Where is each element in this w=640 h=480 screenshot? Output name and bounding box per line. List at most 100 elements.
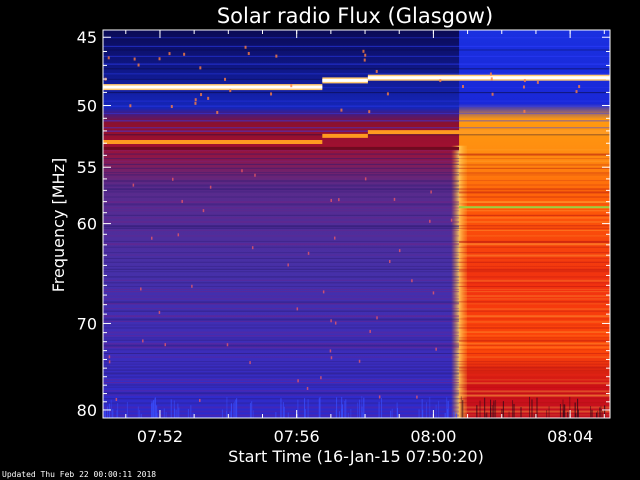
y-tick-label: 45 xyxy=(77,28,97,47)
band-stripe xyxy=(459,379,610,381)
band-stripe xyxy=(459,184,610,186)
band-stripe xyxy=(459,203,610,205)
chart-title: Solar radio Flux (Glasgow) xyxy=(217,4,493,28)
noise-spike xyxy=(390,410,392,418)
band-stripe xyxy=(103,324,460,326)
band-stripe xyxy=(459,240,610,243)
band-stripe xyxy=(459,276,610,278)
band-stripe xyxy=(103,229,460,231)
speckle xyxy=(129,104,132,108)
noise-spike xyxy=(486,412,488,418)
noise-spike xyxy=(233,401,235,418)
band-stripe xyxy=(103,127,610,129)
speckle xyxy=(270,92,273,96)
noise-spike xyxy=(152,400,154,418)
noise-spike xyxy=(275,412,277,418)
noise-spike xyxy=(513,403,515,418)
noise-spike xyxy=(491,405,493,418)
speckle xyxy=(306,386,309,390)
band-stripe xyxy=(103,227,460,229)
band-stripe xyxy=(459,331,610,333)
speckle xyxy=(297,379,299,383)
speckle xyxy=(226,343,229,347)
noise-spike xyxy=(484,397,486,418)
band-stripe xyxy=(103,261,460,263)
band-stripe xyxy=(103,73,610,75)
speckle xyxy=(330,356,333,360)
speckle xyxy=(578,85,581,89)
noise-spike xyxy=(304,398,306,418)
band-stripe xyxy=(103,337,460,339)
speckle xyxy=(172,177,174,181)
band-stripe xyxy=(103,268,460,270)
band-stripe xyxy=(459,288,610,290)
speckle xyxy=(523,109,526,113)
speckle xyxy=(491,92,494,96)
band-stripe xyxy=(103,243,460,246)
bright-lane-core xyxy=(367,76,610,80)
band-stripe xyxy=(103,254,460,256)
speckle xyxy=(358,359,361,363)
band-stripe xyxy=(459,308,610,311)
noise-spike xyxy=(508,411,510,418)
speckle xyxy=(199,398,201,402)
speckle xyxy=(216,110,219,114)
band-stripe xyxy=(103,207,460,209)
band-stripe xyxy=(103,394,460,396)
noise-spike xyxy=(575,413,577,418)
speckle xyxy=(170,105,173,109)
y-tick-label: 55 xyxy=(77,158,97,177)
band-stripe xyxy=(103,384,460,386)
speckle xyxy=(151,236,153,240)
speckle xyxy=(194,98,197,102)
x-axis-label: Start Time (16-Jan-15 07:50:20) xyxy=(228,447,484,466)
band-stripe xyxy=(459,158,610,160)
band-stripe xyxy=(459,386,610,388)
band-stripe xyxy=(459,225,610,227)
noise-spike xyxy=(396,407,398,418)
noise-spike xyxy=(341,397,343,418)
speckle xyxy=(430,190,432,194)
speckle xyxy=(340,108,343,112)
band-stripe xyxy=(459,295,610,297)
band-stripe xyxy=(459,188,610,191)
noise-spike xyxy=(225,411,227,418)
x-tick-label: 07:56 xyxy=(274,427,320,446)
noise-spike xyxy=(341,408,343,418)
band-stripe xyxy=(103,160,460,162)
noise-spike xyxy=(221,409,223,418)
speckle xyxy=(398,249,401,253)
speckle xyxy=(386,92,389,96)
speckle xyxy=(429,219,431,223)
speckle xyxy=(522,85,525,89)
noise-spike xyxy=(139,410,141,418)
noise-spike xyxy=(563,410,565,418)
noise-spike xyxy=(536,397,538,418)
noise-spike xyxy=(546,410,548,418)
band-stripe xyxy=(103,344,460,347)
speckle xyxy=(108,355,111,359)
speckle xyxy=(181,199,183,203)
band-stripe xyxy=(459,356,610,358)
band-stripe xyxy=(459,153,610,156)
band-stripe xyxy=(459,201,610,204)
band-stripe xyxy=(103,303,460,305)
noise-spike xyxy=(190,405,192,418)
noise-spike xyxy=(600,405,602,418)
noise-spike xyxy=(297,399,299,418)
band-stripe xyxy=(103,240,460,242)
band-stripe xyxy=(459,271,610,273)
speckle xyxy=(489,72,492,76)
band-stripe xyxy=(459,265,610,267)
speckle xyxy=(461,85,464,89)
noise-spike xyxy=(192,412,194,418)
band-stripe xyxy=(459,339,610,342)
band-stripe xyxy=(459,337,610,339)
y-tick-label: 50 xyxy=(77,96,97,115)
noise-spike xyxy=(126,401,128,418)
noise-spike xyxy=(287,412,289,418)
x-tick-label: 08:04 xyxy=(547,427,593,446)
band-stripe xyxy=(459,320,610,323)
speckle xyxy=(194,101,197,105)
band-stripe xyxy=(459,335,610,337)
